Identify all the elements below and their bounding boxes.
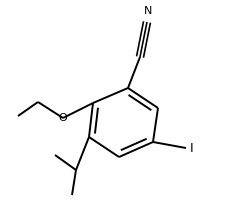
Text: I: I <box>189 141 193 154</box>
Text: O: O <box>58 113 67 123</box>
Text: N: N <box>143 7 151 16</box>
